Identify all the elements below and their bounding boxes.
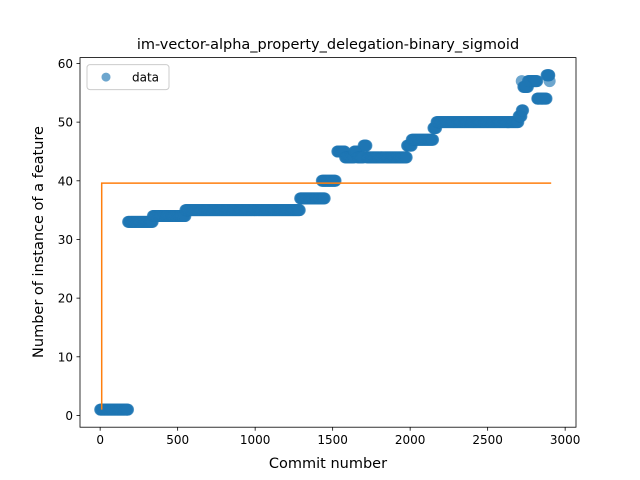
data-point xyxy=(400,151,413,164)
data-point xyxy=(531,75,544,88)
axes-frame xyxy=(79,57,577,428)
data-point xyxy=(427,133,440,146)
y-tick-label: 10 xyxy=(58,350,73,364)
plot-area xyxy=(80,57,576,428)
data-point xyxy=(318,192,331,205)
data-point xyxy=(519,80,532,93)
y-axis-label: Number of instance of a feature xyxy=(31,126,47,358)
y-tick-label: 50 xyxy=(58,116,73,130)
data-point xyxy=(293,204,306,217)
data-point xyxy=(535,92,548,105)
x-tick-label: 2500 xyxy=(472,433,503,447)
x-axis: 0 500 1000 1500 2000 2500 3000 xyxy=(96,427,580,447)
x-tick-label: 2000 xyxy=(395,433,426,447)
fit-line xyxy=(100,182,552,410)
data-point xyxy=(542,69,555,82)
legend-marker xyxy=(101,72,111,82)
fit-line-layer xyxy=(100,182,552,410)
data-point xyxy=(329,174,342,187)
x-tick-label: 1500 xyxy=(317,433,348,447)
legend-label: data xyxy=(132,71,159,85)
data-point xyxy=(360,139,373,152)
x-tick-label: 0 xyxy=(96,433,104,447)
y-tick-label: 60 xyxy=(58,57,73,71)
legend-box xyxy=(86,64,170,91)
data-point xyxy=(517,104,530,117)
y-axis: 0 10 20 30 40 50 60 xyxy=(58,57,80,423)
x-tick-label: 1000 xyxy=(240,433,271,447)
data-point xyxy=(122,403,135,416)
legend: data xyxy=(86,64,170,91)
chart-title: im-vector-alpha_property_delegation-bina… xyxy=(137,37,519,53)
data-points-layer xyxy=(94,69,556,416)
y-tick-label: 20 xyxy=(58,292,73,306)
x-tick-label: 500 xyxy=(166,433,189,447)
y-tick-label: 30 xyxy=(58,233,73,247)
x-axis-label: Commit number xyxy=(269,456,387,472)
plot-background xyxy=(80,57,576,428)
y-tick-label: 40 xyxy=(58,174,73,188)
x-tick-label: 3000 xyxy=(550,433,581,447)
y-tick-label: 0 xyxy=(65,409,73,423)
